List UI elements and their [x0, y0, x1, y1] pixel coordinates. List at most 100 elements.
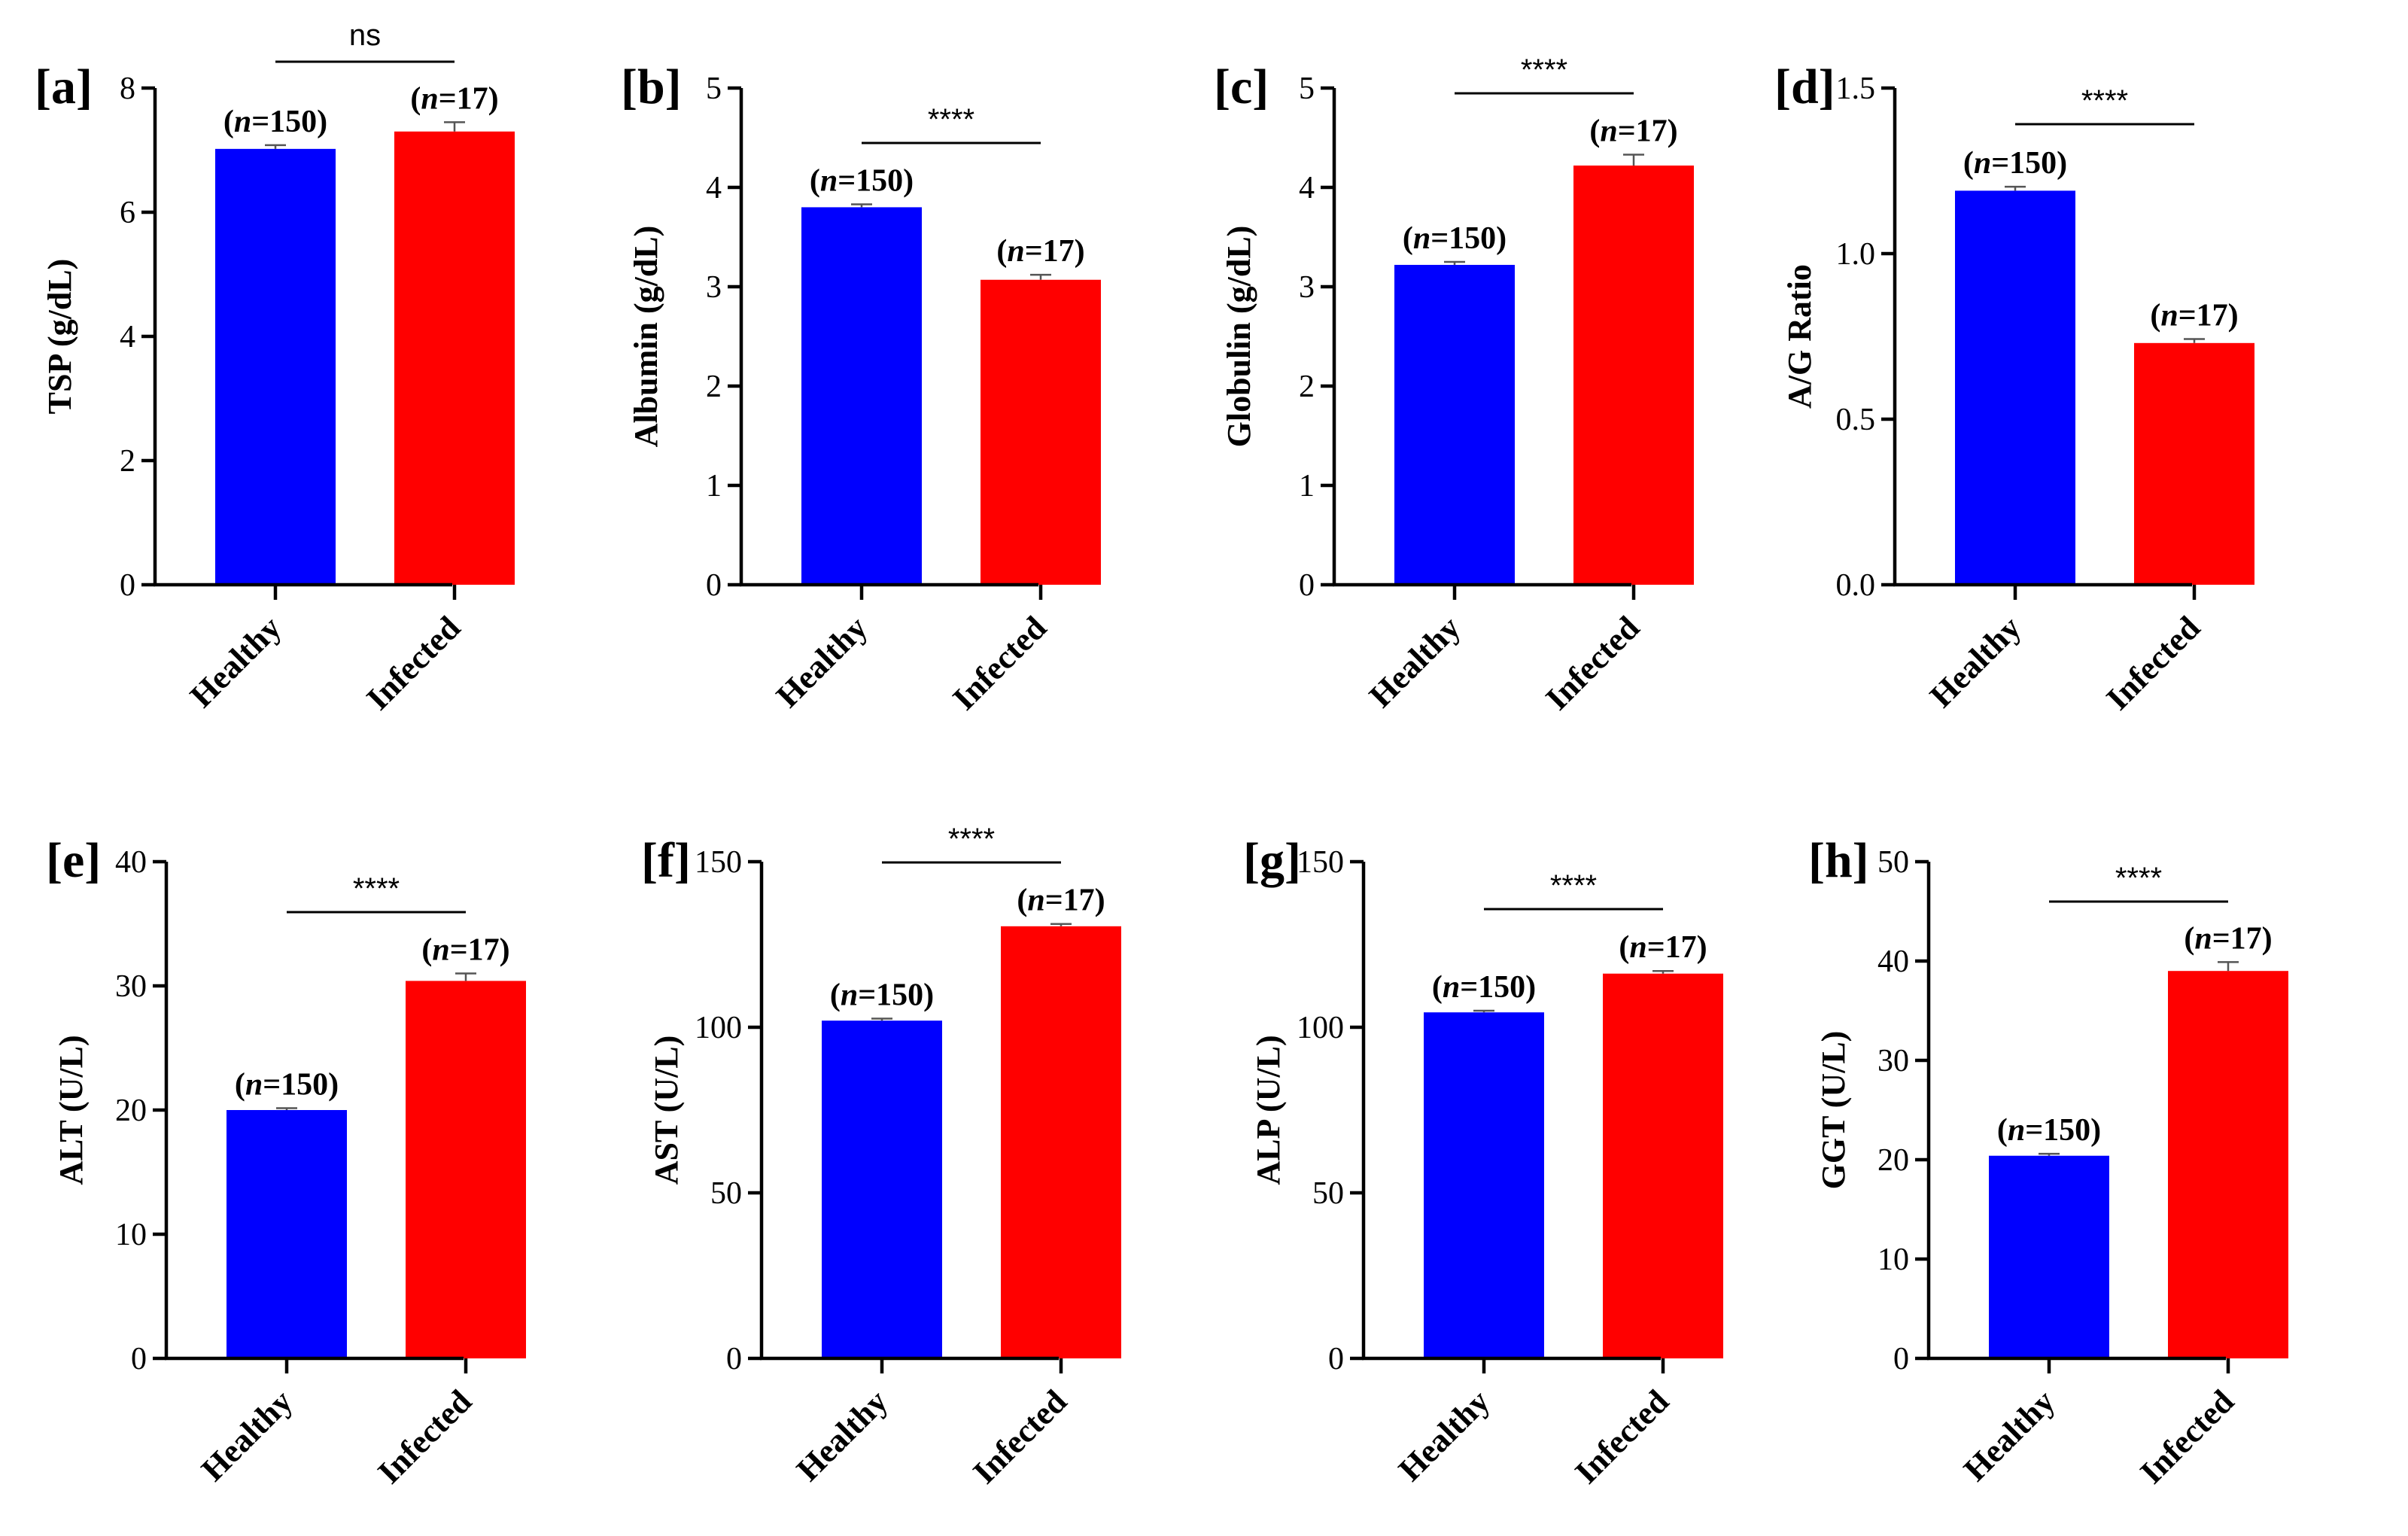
n-label: (n=150): [830, 978, 934, 1013]
panel-label: [f]: [641, 833, 691, 888]
x-tick-label: Healthy: [769, 609, 874, 714]
x-tick-label: Infected: [360, 609, 468, 717]
n-label: (n=150): [810, 163, 914, 198]
y-axis-label: AST (U/L): [648, 1036, 685, 1185]
panel-b: [b] Albumin (g/dL) (n=150) Healthy (n=17) Inf…: [621, 59, 1101, 717]
y-tick-label: 1: [706, 469, 722, 503]
y-tick-label: 4: [1299, 171, 1315, 205]
y-tick-label: 0: [1299, 568, 1315, 603]
x-tick-label: Infected: [371, 1382, 479, 1491]
panel-d: [d] A/G Ratio (n=150) Healthy (n=17) Infected…: [1774, 59, 2254, 717]
x-tick-label: Infected: [966, 1382, 1075, 1491]
bar-healthy: [1955, 190, 2075, 585]
significance-label: ****: [1550, 869, 1597, 902]
x-tick-label: Healthy: [1362, 609, 1467, 714]
panel-c: [c] Globulin (g/dL) (n=150) Healthy (n=17) In…: [1214, 53, 1694, 717]
y-tick-label: 50: [1877, 845, 1909, 880]
y-tick-label: 1.0: [1836, 237, 1876, 272]
significance-label: ****: [2115, 862, 2162, 895]
bar-infected: [1573, 165, 1694, 585]
error-bar: [444, 121, 465, 132]
significance-label: ****: [928, 103, 974, 136]
y-tick-label: 0: [726, 1342, 742, 1376]
y-tick-label: 0: [1328, 1342, 1344, 1376]
y-axis-label: A/G Ratio: [1781, 264, 1818, 409]
n-label: (n=17): [421, 933, 509, 968]
panel-label: [b]: [621, 59, 682, 114]
y-tick-label: 1: [1299, 469, 1315, 503]
y-tick-label: 0: [131, 1342, 147, 1376]
y-tick-label: 1.5: [1836, 71, 1876, 106]
n-label: (n=150): [1432, 970, 1536, 1005]
bar-infected: [2168, 971, 2288, 1358]
bar-infected: [1603, 973, 1723, 1358]
bar-healthy: [1989, 1155, 2109, 1358]
panel-a: [a] TSP (g/dL) (n=150) Healthy (n=17) Infecte…: [35, 19, 515, 717]
y-tick-label: 5: [1299, 71, 1315, 106]
y-tick-label: 100: [1297, 1011, 1344, 1045]
x-tick-label: Infected: [1568, 1382, 1677, 1491]
y-tick-label: 3: [706, 270, 722, 305]
significance-label: ****: [1521, 53, 1567, 87]
bar-infected: [2134, 342, 2254, 585]
y-axis-label: ALP (U/L): [1250, 1035, 1287, 1185]
error-bar: [455, 972, 476, 981]
y-tick-label: 10: [115, 1218, 147, 1252]
y-tick-label: 100: [695, 1011, 742, 1045]
error-bar: [2184, 338, 2205, 343]
n-label: (n=150): [1997, 1113, 2101, 1148]
error-bar: [1652, 969, 1674, 974]
panel-f: [f] AST (U/L) (n=150) Healthy (n=17) Infected…: [641, 823, 1121, 1491]
bar-healthy: [227, 1110, 347, 1358]
x-tick-label: Healthy: [1923, 609, 2028, 714]
y-tick-label: 30: [115, 969, 147, 1004]
error-bar: [2218, 961, 2239, 972]
error-bar: [276, 1107, 297, 1110]
y-tick-label: 6: [120, 196, 135, 230]
significance-label: ns: [349, 19, 381, 52]
n-label: (n=17): [1589, 114, 1677, 148]
error-bar: [2005, 185, 2026, 191]
bar-infected: [981, 279, 1101, 585]
y-tick-label: 4: [706, 171, 722, 205]
n-label: (n=17): [2184, 921, 2272, 956]
n-label: (n=150): [235, 1068, 339, 1103]
significance-label: ****: [948, 823, 995, 856]
y-tick-label: 40: [115, 845, 147, 880]
y-tick-label: 0: [120, 568, 135, 603]
y-axis-label: ALT (U/L): [53, 1035, 90, 1185]
bar-infected: [1001, 926, 1121, 1358]
error-bar: [1050, 923, 1072, 926]
x-tick-label: Healthy: [183, 609, 288, 714]
y-tick-label: 10: [1877, 1242, 1909, 1277]
bar-healthy: [1424, 1012, 1544, 1358]
bar-healthy: [215, 148, 336, 586]
y-tick-label: 150: [1297, 845, 1344, 880]
bar-infected: [406, 981, 526, 1358]
error-bar: [1444, 260, 1465, 265]
x-tick-label: Healthy: [1391, 1382, 1497, 1488]
significance-label: ****: [2081, 84, 2128, 117]
y-tick-label: 0.0: [1836, 568, 1876, 603]
y-tick-label: 2: [1299, 370, 1315, 404]
y-tick-label: 150: [695, 845, 742, 880]
bar-healthy: [1394, 264, 1515, 585]
n-label: (n=17): [2150, 299, 2238, 333]
error-bar: [851, 203, 872, 208]
error-bar: [265, 144, 286, 149]
y-tick-label: 8: [120, 71, 135, 106]
n-label: (n=150): [223, 105, 327, 139]
y-tick-label: 50: [1312, 1176, 1344, 1211]
y-tick-label: 2: [120, 444, 135, 479]
y-tick-label: 50: [710, 1176, 742, 1211]
x-tick-label: Healthy: [1956, 1382, 2062, 1488]
y-tick-label: 20: [115, 1093, 147, 1128]
y-tick-label: 40: [1877, 944, 1909, 979]
x-tick-label: Healthy: [194, 1382, 299, 1488]
y-tick-label: 4: [120, 320, 135, 354]
panel-label: [c]: [1214, 59, 1269, 114]
error-bar: [1473, 1009, 1494, 1013]
x-tick-label: Infected: [946, 609, 1054, 717]
y-tick-label: 3: [1299, 270, 1315, 305]
